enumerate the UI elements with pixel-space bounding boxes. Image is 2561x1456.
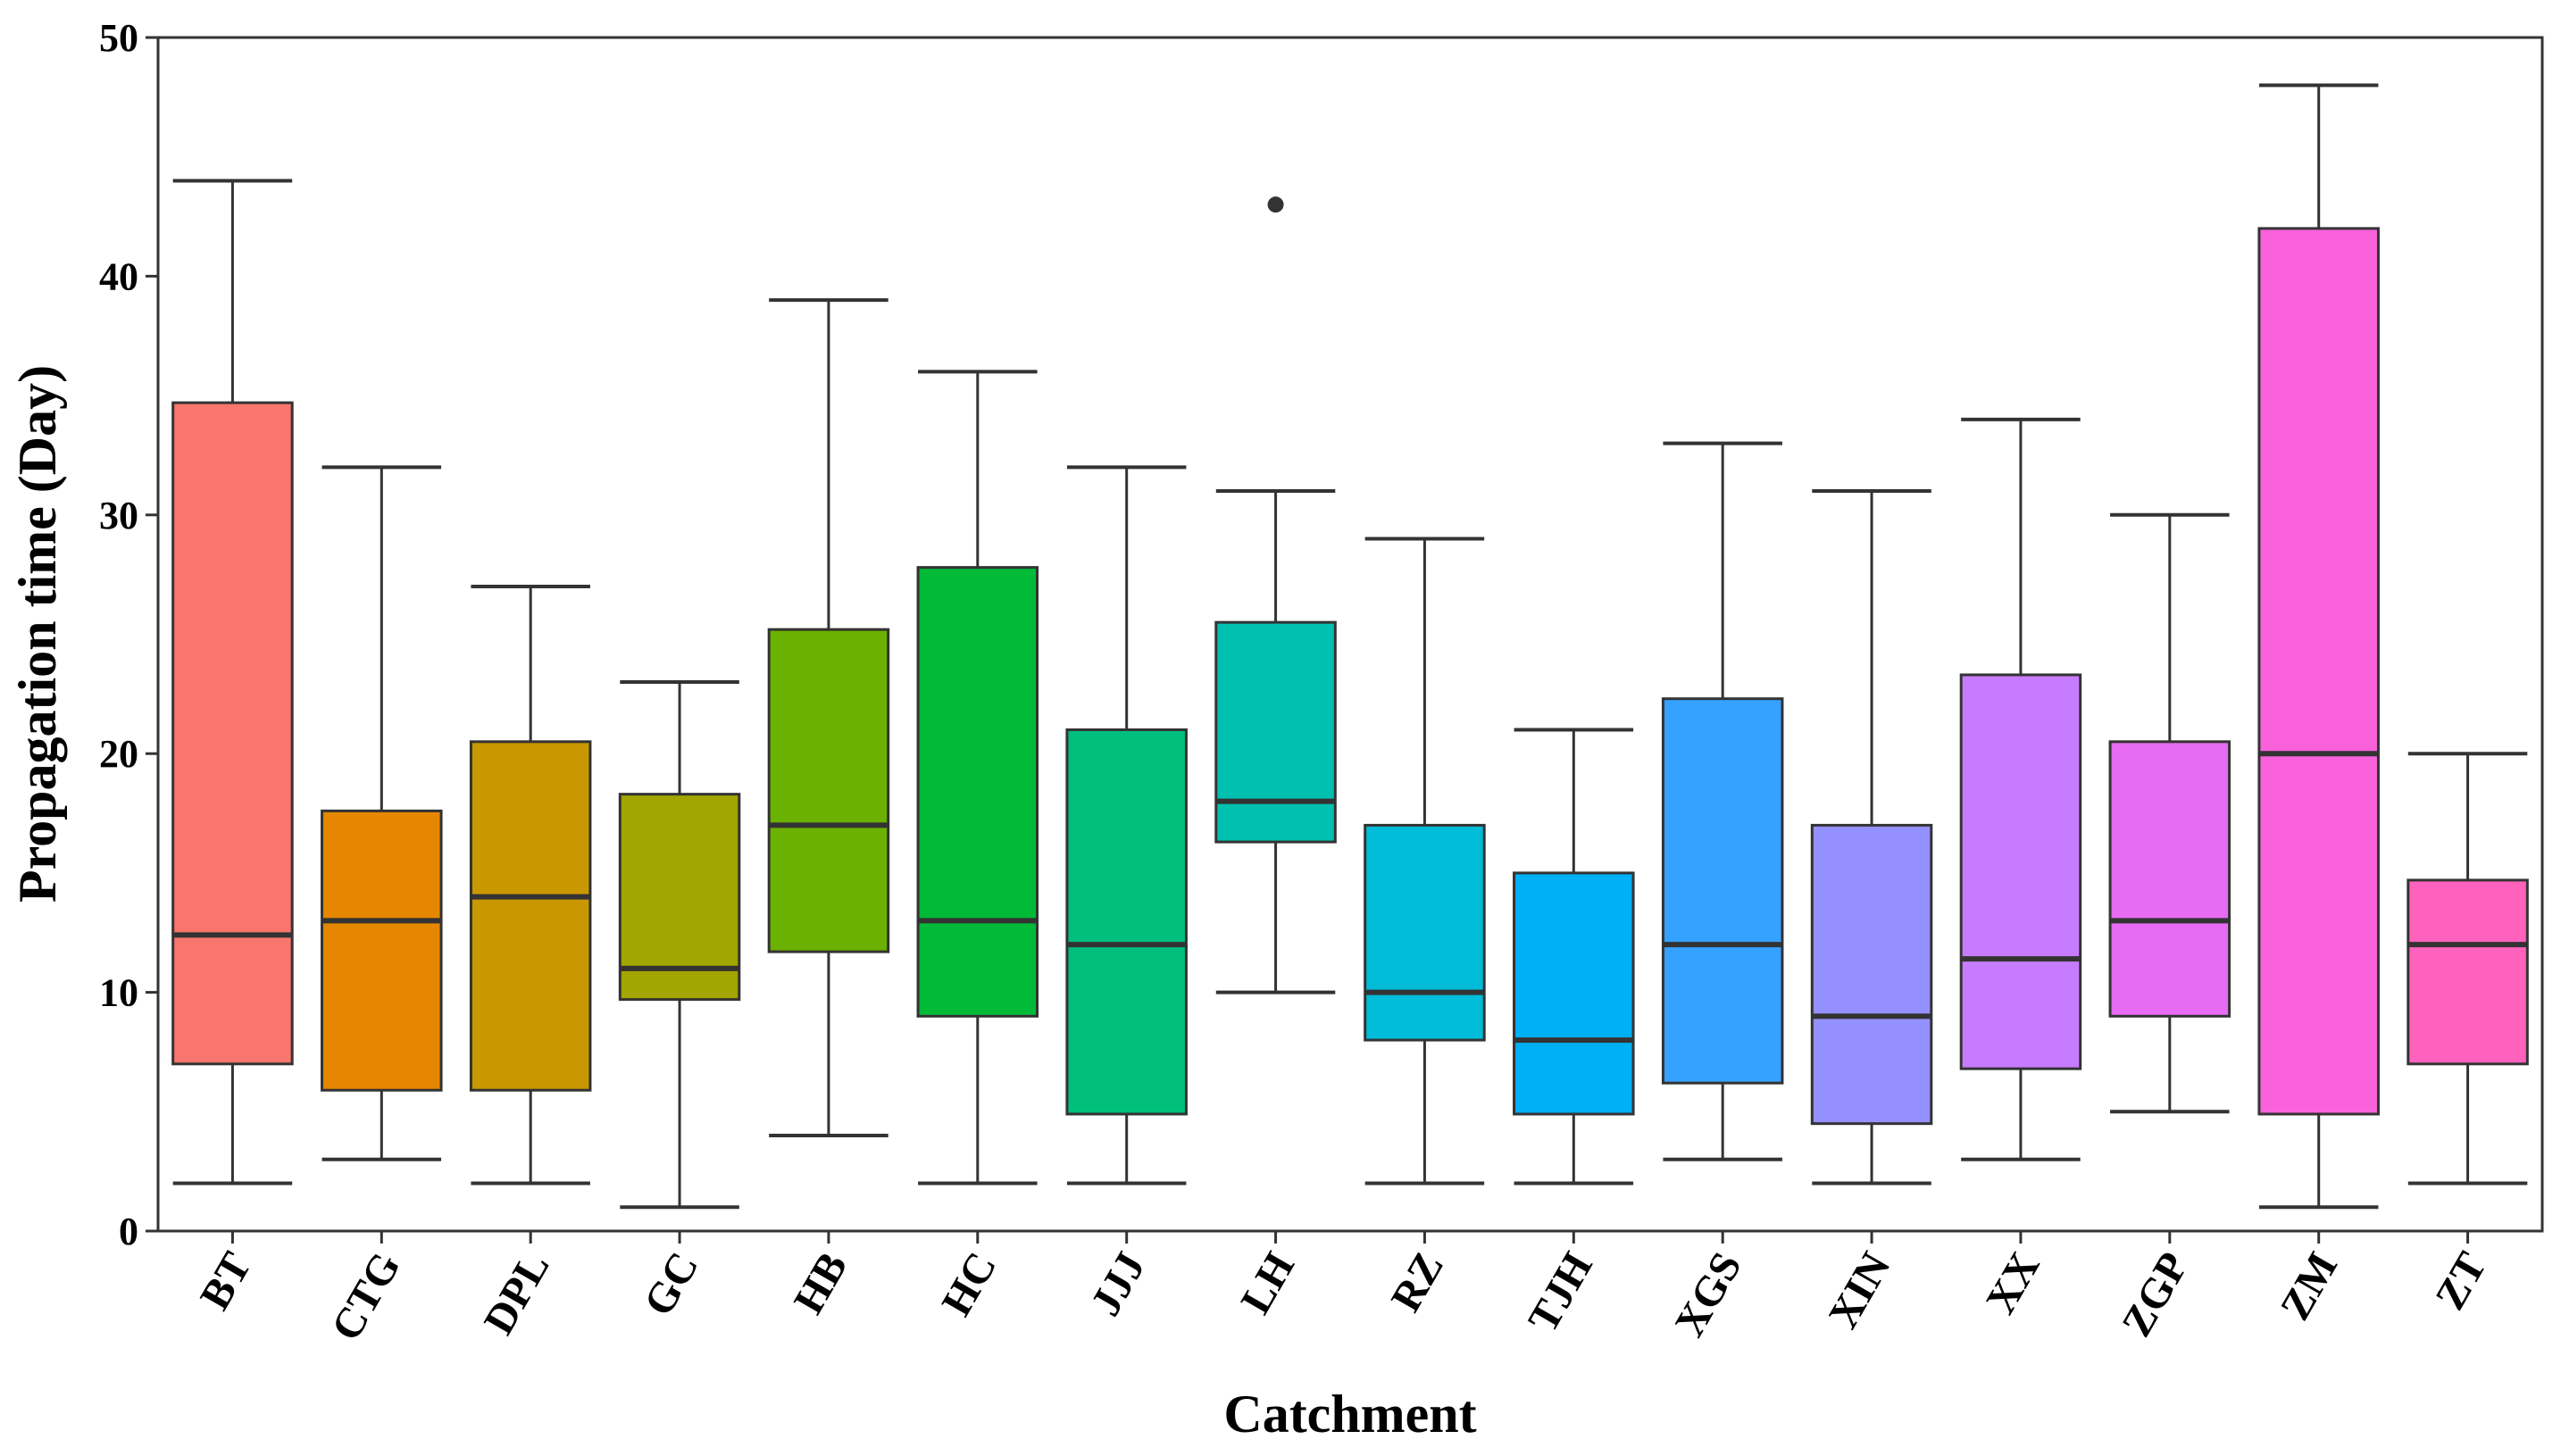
y-tick-label: 40 — [99, 254, 138, 298]
box-xgs — [1661, 441, 1784, 1161]
iqr-box-lh — [1214, 620, 1337, 844]
x-axis: BT CTG DPL GC HB HC JJJ LH RZ TJH XGS XIN XX ZGP ZM ZT — [191, 1231, 2496, 1349]
x-tick-label: GC — [635, 1244, 708, 1324]
iqr-box-gc — [618, 793, 741, 1002]
iqr-box-tjh — [1513, 871, 1635, 1116]
x-tick-label: ZT — [2426, 1244, 2496, 1318]
x-tick-label: ZM — [2272, 1244, 2348, 1327]
y-tick-label: 50 — [99, 16, 138, 60]
y-tick-label: 30 — [99, 494, 138, 537]
y-axis-title: Propagation time (Day) — [8, 365, 67, 903]
box-gc — [618, 679, 741, 1210]
iqr-box-ctg — [321, 809, 443, 1092]
iqr-box-bt — [171, 401, 294, 1066]
box-zt — [2407, 752, 2529, 1186]
x-tick-label: XX — [1977, 1244, 2049, 1322]
y-tick-label: 10 — [99, 971, 138, 1015]
x-tick-label: TJH — [1519, 1244, 1602, 1340]
iqr-box-zm — [2257, 227, 2380, 1116]
box-bt — [171, 179, 294, 1186]
y-tick-label: 20 — [99, 732, 138, 776]
box-tjh — [1513, 728, 1635, 1186]
x-tick-label: XGS — [1665, 1244, 1750, 1344]
y-axis: 0 10 20 30 40 50 — [99, 16, 158, 1253]
x-tick-label: JJJ — [1081, 1244, 1155, 1324]
y-tick-label: 0 — [119, 1210, 138, 1253]
iqr-box-jjj — [1065, 728, 1188, 1116]
box-rz — [1364, 537, 1486, 1186]
box-hb — [767, 298, 890, 1138]
iqr-box-dpl — [469, 740, 592, 1092]
iqr-box-hb — [767, 628, 890, 953]
iqr-box-xin — [1810, 823, 1933, 1126]
iqr-box-xx — [1959, 673, 2082, 1070]
x-tick-label: ZGP — [2113, 1244, 2198, 1344]
x-tick-label: HC — [932, 1244, 1005, 1324]
box-ctg — [321, 465, 443, 1161]
x-tick-label: HB — [785, 1244, 857, 1322]
box-hc — [916, 370, 1039, 1186]
iqr-box-xgs — [1661, 697, 1784, 1085]
iqr-box-zgp — [2108, 740, 2231, 1018]
box-xx — [1959, 417, 2082, 1161]
box-dpl — [469, 585, 592, 1186]
iqr-box-hc — [916, 566, 1039, 1018]
x-tick-label: XIN — [1820, 1244, 1900, 1336]
x-tick-label: RZ — [1382, 1244, 1453, 1319]
x-tick-label: CTG — [322, 1244, 410, 1349]
box-xin — [1810, 489, 1933, 1186]
x-axis-title: Catchment — [1223, 1385, 1476, 1444]
x-tick-label: BT — [191, 1244, 261, 1318]
box-lh — [1214, 196, 1337, 994]
box-zgp — [2108, 512, 2231, 1114]
box-jjj — [1065, 465, 1188, 1186]
box-zm — [2257, 83, 2380, 1210]
x-tick-label: LH — [1232, 1244, 1305, 1322]
iqr-box-rz — [1364, 823, 1486, 1042]
outlier-point-lh — [1267, 196, 1284, 213]
iqr-box-zt — [2407, 878, 2529, 1066]
x-tick-label: DPL — [475, 1244, 559, 1343]
boxes-group — [171, 83, 2529, 1210]
